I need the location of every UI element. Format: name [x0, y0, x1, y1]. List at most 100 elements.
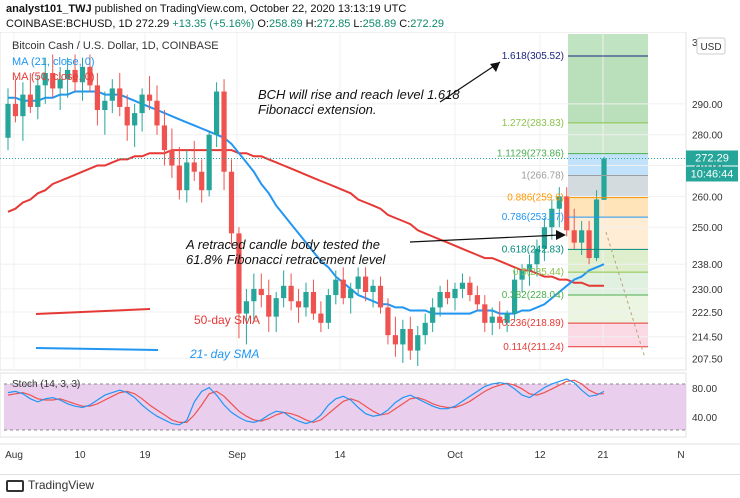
candle-body: [258, 288, 264, 296]
candle: [154, 85, 160, 135]
price-tick: 250.00: [692, 223, 723, 234]
candle: [430, 298, 436, 333]
sma21-key-line: [35, 347, 159, 351]
price-tick: 3: [692, 38, 698, 49]
candle: [377, 276, 384, 314]
candle: [489, 307, 495, 336]
candle-body: [191, 162, 197, 172]
candle-body: [482, 304, 488, 323]
stoch-k-line: [7, 378, 605, 426]
arrow-to-extension: [439, 61, 501, 103]
candle-body: [42, 73, 48, 86]
candle: [169, 128, 175, 178]
price-axis[interactable]: 3290.00280.00270.00260.00250.00238.00230…: [692, 38, 723, 365]
publisher-name[interactable]: analyst101_TWJ: [6, 3, 92, 15]
candle: [318, 301, 324, 333]
candle-body: [385, 307, 391, 336]
ma50-path: [7, 149, 604, 287]
candle-body: [415, 335, 421, 351]
time-tick: Aug: [5, 450, 23, 461]
candle: [482, 295, 488, 333]
candle: [333, 270, 339, 305]
time-tick: 14: [334, 450, 346, 461]
candle: [467, 276, 473, 302]
candle-body: [556, 196, 562, 209]
candle-body: [370, 285, 376, 292]
candle: [281, 270, 287, 308]
candle: [288, 273, 294, 311]
projection-dashed: [605, 231, 646, 359]
candle: [452, 282, 458, 311]
time-axis[interactable]: Aug 10 19 Sep 14 Oct 12 21 N: [0, 443, 740, 461]
candle: [348, 282, 354, 314]
candle-body: [146, 94, 153, 101]
ohlc-line: COINBASE:BCHUSD, 1D 272.29 +13.35 (+5.16…: [6, 18, 444, 30]
fib-zone-band: [568, 249, 648, 273]
price-tick: 214.50: [692, 333, 723, 344]
candle: [206, 131, 212, 197]
candle: [370, 279, 376, 308]
candle-body: [176, 165, 182, 191]
candle-body: [12, 103, 19, 117]
chart-area[interactable]: 1.618(305.52) 1.272(283.83) 1.1129(273.86)…: [0, 32, 740, 474]
candle-body: [363, 276, 369, 292]
currency-badge[interactable]: [696, 37, 726, 55]
fib-zone-band: [568, 122, 648, 154]
price-tick: 230.00: [692, 285, 723, 296]
candle-body: [303, 291, 309, 308]
tradingview-logo[interactable]: TradingView: [6, 478, 94, 492]
candle: [57, 66, 63, 111]
candle-body: [109, 88, 115, 101]
candle: [72, 54, 78, 92]
fib-zone-band: [568, 153, 648, 176]
candle-body: [251, 288, 257, 302]
currency-label: USD: [700, 42, 721, 53]
candle-body: [94, 85, 100, 111]
candle: [273, 291, 279, 333]
candle: [407, 316, 413, 360]
candle: [340, 267, 346, 305]
candle-body: [72, 69, 78, 83]
price-tick: 290.00: [692, 100, 723, 111]
last-price-tag-text: 272.29: [695, 152, 729, 164]
candle: [415, 325, 421, 366]
candle: [392, 316, 398, 357]
legend-title: Bitcoin Cash / U.S. Dollar, 1D, COINBASE: [12, 40, 219, 52]
candle: [519, 264, 525, 292]
candle-body: [236, 233, 242, 314]
candle-body: [295, 301, 302, 308]
candle: [117, 73, 123, 117]
fib-zone-band: [568, 175, 648, 198]
candle-body: [65, 69, 71, 80]
time-tick: N: [677, 450, 684, 461]
candle: [295, 288, 302, 323]
sma50-label: 50-day SMA: [194, 313, 260, 327]
candle: [199, 159, 205, 203]
candle: [228, 159, 235, 246]
candle-body: [57, 79, 63, 89]
candle: [497, 301, 503, 329]
price-tick: 222.50: [692, 308, 723, 319]
arrow-head-retracement: [556, 230, 566, 240]
candle: [586, 221, 592, 265]
candle-body: [497, 316, 503, 323]
candle-body: [407, 328, 413, 351]
candle-body: [541, 227, 547, 249]
candle-body: [422, 322, 428, 336]
candle: [541, 217, 547, 262]
candle: [556, 187, 562, 228]
candle-body: [348, 288, 354, 299]
candle-body: [549, 208, 555, 228]
candle: [12, 79, 19, 123]
candle-body: [526, 264, 533, 271]
ma50-line: [7, 149, 604, 287]
candle: [87, 54, 93, 92]
candle: [176, 147, 182, 200]
stoch-tick-40: 40.00: [692, 413, 717, 424]
fib-zone-band: [568, 323, 648, 347]
fib-label: 0.886(259.6): [507, 193, 564, 204]
candle: [258, 273, 264, 308]
candle: [564, 187, 570, 237]
price-tick: 207.50: [692, 354, 723, 365]
candle-body: [20, 94, 26, 117]
